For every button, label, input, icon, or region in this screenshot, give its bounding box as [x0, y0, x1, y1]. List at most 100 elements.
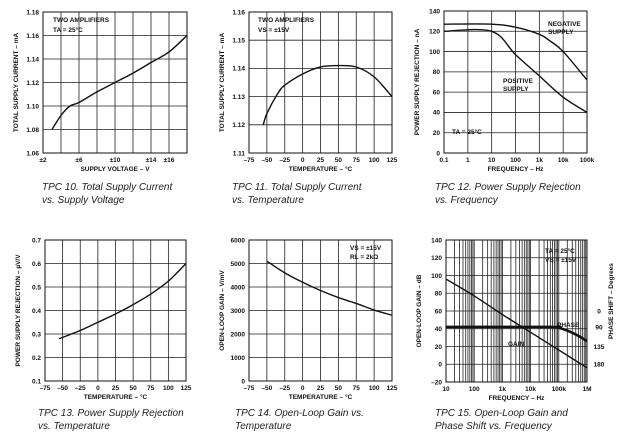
- x-tick-label: 100k: [552, 386, 567, 393]
- x-tick-label: 100: [369, 157, 380, 164]
- y-tick-label: 1.18: [26, 9, 39, 16]
- series-line-gain: [445, 278, 588, 369]
- y-tick-label: 0.6: [32, 261, 41, 268]
- x-tick-label: 10: [442, 386, 450, 393]
- y-tick-label: 80: [433, 69, 441, 76]
- y-tick-label: 1.14: [232, 66, 245, 73]
- x-axis-label: TEMPERATURE – °C: [84, 393, 148, 401]
- y-tick-label: 6000: [231, 237, 246, 244]
- x-tick-label: 1M: [582, 386, 591, 393]
- y-tick-label: 1.16: [232, 9, 245, 16]
- caption-subtitle: vs. Temperature: [38, 421, 110, 432]
- x-tick-label: ±2: [39, 157, 47, 164]
- x-tick-label: 75: [147, 385, 155, 392]
- y-tick-label: 140: [429, 8, 440, 15]
- x-tick-label: 125: [181, 385, 192, 392]
- caption-subtitle: Phase Shift vs. Frequency: [435, 421, 553, 432]
- y-tick-label: 0: [438, 362, 442, 369]
- chart-14: –75 –50 –25 0 25 50 75 100 125 0 1000 2000 3000 4000 5…: [219, 237, 398, 432]
- x-tick-label: 25: [317, 385, 325, 392]
- y-axis-label: TOTAL SUPPLY CURRENT – mA: [13, 33, 20, 133]
- y-tick-label: 1000: [231, 355, 246, 362]
- y-tick-label: 1.11: [233, 150, 246, 157]
- annotation: SUPPLY: [503, 86, 529, 93]
- annotation: GAIN: [508, 341, 525, 348]
- caption-title: TPC 11. Total Supply Current: [232, 182, 363, 193]
- x-axis-label: TEMPERATURE – °C: [289, 393, 353, 401]
- annotation: TWO AMPLIFIERS: [53, 17, 110, 24]
- x-tick-label: –50: [57, 385, 68, 392]
- x-tick-label: 25: [317, 157, 325, 164]
- chart-15: 10 100 1k 10k 100k 1M –20 0 20 40 60 80 100 120 140 0 90…: [416, 237, 615, 432]
- x-tick-label: 0: [301, 157, 305, 164]
- series-line-psr: [58, 263, 187, 340]
- y-tick-label: 1.08: [26, 127, 39, 134]
- chart-13: –75 –50 –25 0 25 50 75 100 125 0.1 0.2 0.3 0.4 0.5 0.6…: [15, 237, 192, 432]
- y-tick-label: 0: [436, 150, 440, 157]
- y-tick-label: 1.16: [26, 33, 39, 40]
- y-tick-label: –20: [431, 379, 442, 386]
- x-tick-label: 100: [369, 385, 380, 392]
- y-tick-label: 3000: [231, 308, 246, 315]
- chart-12: 0.1 1 10 100 1k 10k 100k 0 20 40 60 80 100 120 140 FREQ…: [414, 8, 595, 206]
- y-tick-label: 20: [433, 130, 441, 137]
- series-line-supply-current: [262, 64, 393, 126]
- x-tick-label: 100: [510, 157, 521, 164]
- y-tick-label: 140: [431, 237, 442, 244]
- y-axis-label: OPEN-LOOP GAIN – dB: [416, 274, 423, 347]
- x-tick-label: 1: [466, 157, 470, 164]
- plot-frame: [248, 11, 393, 154]
- plot-frame: [44, 239, 187, 382]
- x-tick-label: 125: [387, 157, 398, 164]
- annotation: TWO AMPLIFIERS: [258, 17, 315, 24]
- y-tick-label: 120: [429, 29, 440, 36]
- y-tick-label: 1.06: [26, 150, 39, 157]
- y-axis-label: POWER SUPPLY REJECTION – nA: [414, 28, 421, 135]
- x-axis-label: TEMPERATURE – °C: [289, 165, 353, 173]
- y2-tick-label: 0: [597, 308, 601, 315]
- y-tick-label: 4000: [231, 284, 246, 291]
- plot-frame: [445, 239, 588, 383]
- y-tick-label: 100: [429, 49, 440, 56]
- series-line-positive-supply: [443, 28, 588, 114]
- y-tick-label: 0: [241, 378, 245, 385]
- y2-tick-label: 135: [594, 344, 605, 351]
- x-tick-label: 10k: [558, 157, 569, 164]
- annotation: TA = 25°C: [53, 26, 83, 34]
- caption-subtitle: vs. Frequency: [435, 195, 499, 206]
- y2-tick-label: 90: [595, 324, 603, 331]
- x-tick-label: 0: [96, 385, 100, 392]
- y-tick-label: 60: [433, 89, 441, 96]
- y2-tick-label: 180: [594, 362, 605, 369]
- x-tick-label: 0: [301, 385, 305, 392]
- annotation: VS = ±15V: [350, 245, 382, 252]
- x-tick-label: 50: [335, 385, 343, 392]
- y-tick-label: 0.4: [32, 308, 41, 315]
- x-tick-label: ±6: [75, 157, 83, 164]
- y-axis-label: OPEN-LOOP GAIN – V/mV: [219, 270, 226, 351]
- x-tick-label: 10k: [525, 386, 536, 393]
- chart-10: ±2 ±6 ±10 ±14 ±16 1.06 1.08 1.10 1.12 1.14 1.16 1.1…: [13, 9, 188, 206]
- caption-subtitle: vs. Temperature: [232, 195, 304, 206]
- y2-axis-label: PHASE SHIFT – Degrees: [608, 263, 615, 339]
- annotation: RL = 2kΩ: [350, 254, 378, 261]
- caption-subtitle: vs. Supply Voltage: [42, 195, 125, 206]
- annotation: POSITIVE: [503, 78, 534, 85]
- x-tick-label: 0.1: [439, 157, 448, 164]
- annotation: NEGATIVE: [548, 21, 581, 28]
- x-tick-label: ±10: [110, 157, 121, 164]
- x-tick-label: –25: [75, 385, 86, 392]
- y-tick-label: 1.13: [232, 94, 245, 101]
- x-tick-label: –75: [244, 157, 255, 164]
- x-tick-label: 100k: [580, 157, 595, 164]
- y-tick-label: 20: [435, 344, 443, 351]
- plot-frame: [443, 10, 588, 154]
- x-tick-label: ±14: [146, 157, 157, 164]
- series-line-supply-current: [51, 34, 188, 130]
- y-tick-label: 100: [431, 273, 442, 280]
- x-tick-label: 100: [163, 385, 174, 392]
- x-axis-label: SUPPLY VOLTAGE – V: [80, 166, 150, 173]
- y-tick-label: 1.12: [26, 80, 39, 87]
- y-tick-label: 80: [435, 291, 443, 298]
